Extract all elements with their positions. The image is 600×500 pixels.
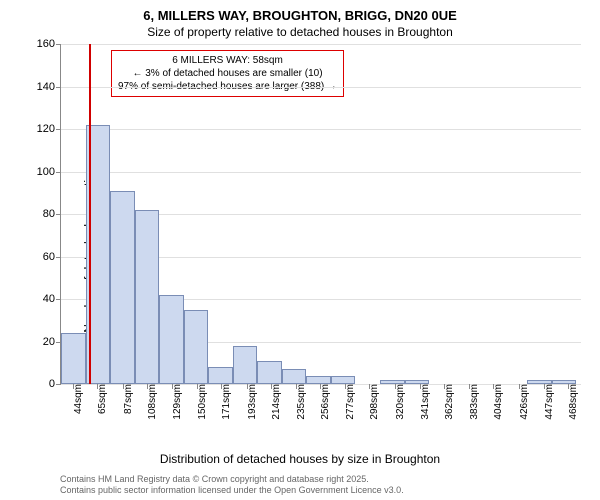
xtick-label: 404sqm	[489, 384, 504, 420]
ytick-label: 20	[43, 336, 61, 348]
xtick-label: 362sqm	[440, 384, 455, 420]
xtick-label: 235sqm	[292, 384, 307, 420]
xtick-label: 426sqm	[515, 384, 530, 420]
histogram-bar	[233, 346, 258, 384]
histogram-bar	[184, 310, 209, 384]
histogram-bar	[135, 210, 160, 384]
histogram-bar	[61, 333, 86, 384]
xtick-label: 341sqm	[416, 384, 431, 420]
histogram-bar	[208, 367, 233, 384]
xtick-label: 298sqm	[365, 384, 380, 420]
gridline	[61, 87, 581, 88]
xtick-label: 129sqm	[168, 384, 183, 420]
ytick-label: 140	[37, 81, 61, 93]
chart-container: 6, MILLERS WAY, BROUGHTON, BRIGG, DN20 0…	[0, 0, 600, 500]
chart-title-sub: Size of property relative to detached ho…	[0, 25, 600, 39]
histogram-bar	[159, 295, 184, 384]
annotation-line-1: 6 MILLERS WAY: 58sqm	[118, 54, 337, 67]
histogram-bar	[306, 376, 331, 385]
xtick-label: 150sqm	[193, 384, 208, 420]
xtick-label: 171sqm	[217, 384, 232, 420]
xtick-label: 320sqm	[391, 384, 406, 420]
credits-text: Contains HM Land Registry data © Crown c…	[60, 474, 404, 496]
xtick-label: 65sqm	[93, 384, 108, 414]
property-marker-line	[89, 44, 91, 384]
chart-title-main: 6, MILLERS WAY, BROUGHTON, BRIGG, DN20 0…	[0, 0, 600, 23]
ytick-label: 80	[43, 208, 61, 220]
xtick-label: 214sqm	[267, 384, 282, 420]
marker-annotation: 6 MILLERS WAY: 58sqm ← 3% of detached ho…	[111, 50, 344, 97]
x-axis-label: Distribution of detached houses by size …	[0, 452, 600, 466]
gridline	[61, 44, 581, 45]
histogram-bar	[331, 376, 356, 385]
credits-line-1: Contains HM Land Registry data © Crown c…	[60, 474, 404, 485]
histogram-bar	[110, 191, 135, 384]
ytick-label: 40	[43, 293, 61, 305]
xtick-label: 44sqm	[69, 384, 84, 414]
xtick-label: 108sqm	[143, 384, 158, 420]
xtick-label: 87sqm	[119, 384, 134, 414]
ytick-label: 100	[37, 166, 61, 178]
plot-area: 6 MILLERS WAY: 58sqm ← 3% of detached ho…	[60, 44, 581, 385]
xtick-label: 447sqm	[540, 384, 555, 420]
xtick-label: 468sqm	[564, 384, 579, 420]
annotation-line-2: ← 3% of detached houses are smaller (10)	[118, 67, 337, 80]
xtick-label: 256sqm	[316, 384, 331, 420]
ytick-label: 0	[49, 378, 61, 390]
xtick-label: 193sqm	[243, 384, 258, 420]
credits-line-2: Contains public sector information licen…	[60, 485, 404, 496]
xtick-label: 277sqm	[341, 384, 356, 420]
histogram-bar	[282, 369, 307, 384]
ytick-label: 60	[43, 251, 61, 263]
ytick-label: 160	[37, 38, 61, 50]
gridline	[61, 172, 581, 173]
ytick-label: 120	[37, 123, 61, 135]
histogram-bar	[257, 361, 282, 384]
gridline	[61, 129, 581, 130]
xtick-label: 383sqm	[465, 384, 480, 420]
